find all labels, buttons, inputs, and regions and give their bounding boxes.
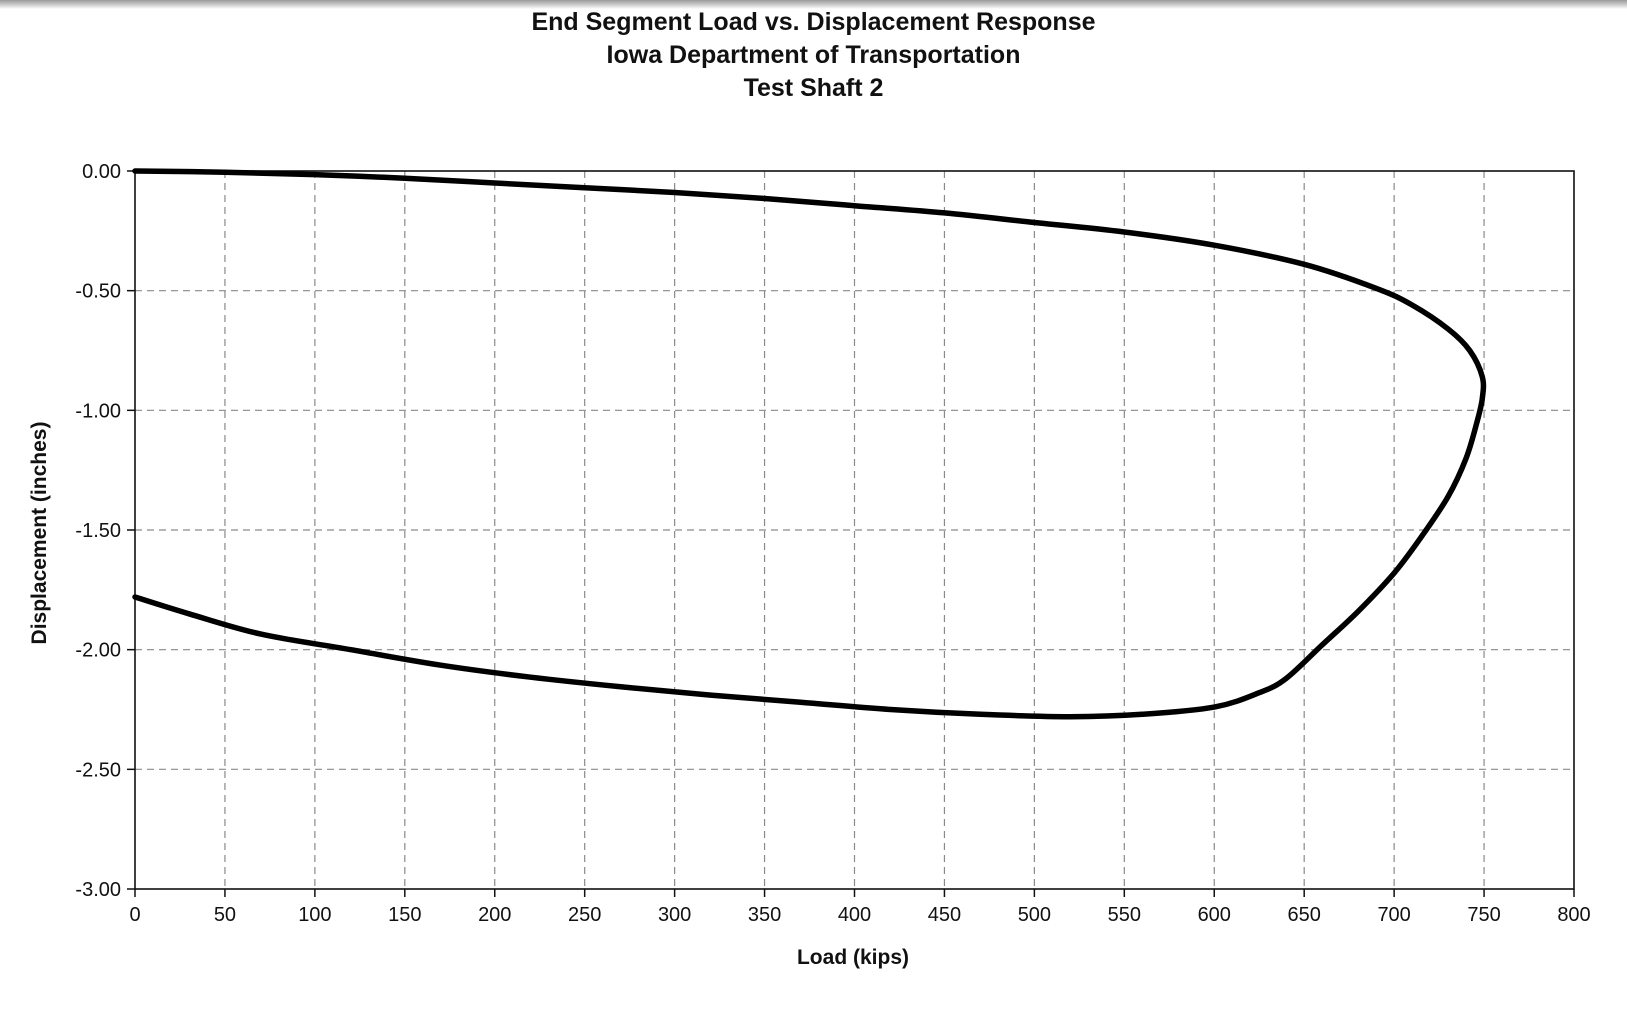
- y-tick-label: 0.00: [82, 161, 121, 183]
- x-tick-label: 300: [658, 904, 691, 926]
- x-tick-label: 400: [838, 904, 871, 926]
- x-tick-label: 50: [214, 904, 236, 926]
- y-tick-label: -1.00: [75, 400, 121, 422]
- window-top-border: [0, 0, 1627, 9]
- x-tick-label: 550: [1108, 904, 1141, 926]
- x-tick-label: 100: [298, 904, 331, 926]
- y-tick-label: -2.50: [75, 759, 121, 781]
- chart-title: End Segment Load vs. Displacement Respon…: [0, 6, 1627, 105]
- x-tick-label: 0: [129, 904, 140, 926]
- series-line-end-segment-response: [132, 168, 1487, 720]
- x-tick-label: 200: [478, 904, 511, 926]
- x-tick-label: 150: [388, 904, 421, 926]
- grid-lines: [135, 171, 1574, 889]
- chart-title-line-2: Iowa Department of Transportation: [606, 41, 1021, 69]
- x-tick-label: 650: [1288, 904, 1321, 926]
- plot-area: [134, 170, 1575, 890]
- x-tick-label: 250: [568, 904, 601, 926]
- y-tick-label: -1.50: [75, 520, 121, 542]
- x-tick-label: 700: [1377, 904, 1410, 926]
- y-tick-label: -0.50: [75, 281, 121, 303]
- x-tick-label: 800: [1557, 904, 1590, 926]
- x-tick-label: 350: [748, 904, 781, 926]
- chart-title-line-3: Test Shaft 2: [743, 74, 884, 102]
- x-tick-label: 750: [1467, 904, 1500, 926]
- x-tick-label: 500: [1018, 904, 1051, 926]
- y-axis-label: Displacement (inches): [28, 422, 51, 645]
- axis-ticks: 0 50 100 150 200 250 300 350 400 450 500 550 600 650 7…: [75, 161, 1590, 926]
- y-tick-label: -2.00: [75, 640, 121, 662]
- x-tick-label: 600: [1198, 904, 1231, 926]
- x-axis-label: Load (kips): [797, 946, 909, 969]
- chart-title-line-1: End Segment Load vs. Displacement Respon…: [531, 8, 1096, 36]
- x-tick-label: 450: [928, 904, 961, 926]
- y-tick-label: -3.00: [75, 879, 121, 901]
